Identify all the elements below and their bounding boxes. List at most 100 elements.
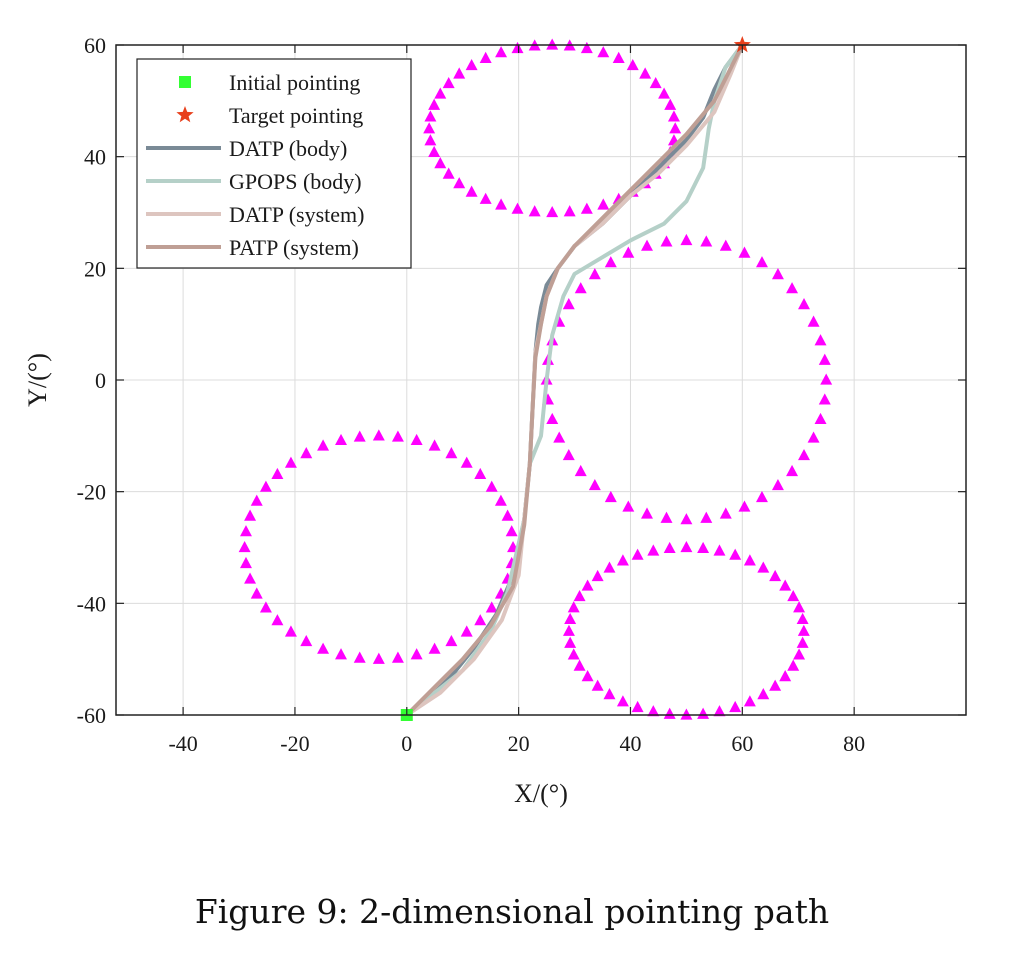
obstacle-marker — [460, 456, 473, 468]
obstacle-marker — [769, 569, 782, 582]
obstacle-marker — [546, 206, 559, 218]
obstacle-marker — [663, 541, 676, 554]
obstacle-marker — [428, 642, 441, 654]
obstacle-marker — [818, 393, 831, 405]
obstacle-marker — [567, 601, 580, 613]
obstacle-marker — [680, 541, 693, 553]
target-pointing-marker — [733, 36, 751, 53]
obstacle-marker — [511, 41, 524, 54]
obstacle-marker — [743, 695, 756, 707]
obstacle-marker — [238, 541, 251, 553]
obstacle-marker — [700, 235, 713, 247]
obstacle-marker — [697, 707, 710, 719]
obstacle-marker — [580, 202, 593, 214]
x-tick-label: 20 — [508, 731, 530, 756]
obstacle-marker — [240, 525, 252, 537]
obstacle-marker — [317, 439, 330, 451]
obstacle-marker — [796, 636, 809, 648]
obstacle-marker — [562, 448, 575, 461]
obstacle-marker — [495, 198, 508, 210]
obstacle-marker — [372, 429, 385, 441]
obstacle-marker — [335, 433, 347, 446]
obstacle-marker — [479, 51, 492, 63]
path-series — [404, 43, 745, 717]
obstacle-marker — [807, 431, 820, 443]
obstacle-marker — [738, 246, 751, 258]
obstacle-marker — [793, 648, 806, 660]
obstacle-marker — [663, 707, 676, 719]
obstacle-marker — [259, 480, 272, 492]
obstacle-marker — [669, 122, 682, 134]
obstacle-marker — [604, 490, 617, 503]
obstacle-marker — [755, 256, 768, 268]
obstacle-marker — [528, 205, 541, 217]
obstacle-marker — [591, 569, 604, 582]
x-axis-label: X/(°) — [514, 779, 568, 808]
obstacle-marker — [580, 41, 593, 54]
obstacle-marker — [787, 659, 800, 671]
obstacle-marker — [743, 554, 756, 566]
obstacle-marker — [807, 315, 820, 327]
legend: Initial pointing Target pointing DATP (bod… — [136, 58, 412, 269]
obstacle-marker — [798, 298, 810, 310]
y-tick-label: 40 — [84, 145, 106, 170]
obstacle-marker — [424, 110, 437, 122]
obstacle-marker — [300, 447, 313, 459]
obstacle-marker — [647, 705, 660, 717]
obstacle-marker — [442, 167, 455, 179]
obstacle-marker — [410, 648, 423, 660]
obstacle-marker — [680, 233, 693, 246]
obstacle-marker — [453, 177, 466, 189]
obstacle-marker — [755, 490, 768, 503]
obstacle-marker — [697, 541, 710, 554]
obstacle-marker — [680, 513, 693, 525]
obstacle-marker — [428, 98, 441, 110]
legend-label: GPOPS (body) — [229, 169, 362, 194]
x-tick-label: -40 — [168, 731, 197, 756]
obstacle-marker — [335, 648, 347, 660]
endpoint-markers — [400, 36, 751, 721]
obstacle-marker — [626, 58, 639, 71]
obstacle-marker — [511, 202, 524, 214]
y-tick-label: 0 — [95, 368, 106, 393]
obstacle-marker — [445, 447, 458, 459]
obstacle-marker — [622, 246, 635, 258]
obstacle-marker — [546, 412, 559, 425]
obstacle-marker — [798, 448, 810, 461]
obstacle-marker — [423, 122, 436, 134]
obstacle-marker — [317, 642, 330, 654]
obstacle-marker — [603, 688, 616, 700]
obstacle-markers — [238, 38, 833, 720]
x-tick-label: 40 — [619, 731, 641, 756]
obstacle-marker — [820, 373, 833, 385]
obstacle-marker — [757, 688, 770, 700]
obstacle-marker — [372, 652, 385, 664]
obstacle-marker — [796, 612, 809, 625]
y-tick-label: 20 — [84, 256, 106, 281]
obstacle-marker — [424, 134, 437, 146]
obstacle-marker — [271, 467, 284, 480]
obstacle-marker — [240, 556, 252, 569]
obstacle-marker — [442, 76, 455, 89]
obstacle-marker — [250, 494, 263, 506]
series-line — [404, 43, 745, 717]
obstacle-marker — [479, 192, 492, 204]
obstacle-marker — [434, 87, 447, 99]
obstacle-marker — [771, 268, 784, 280]
obstacle-marker — [300, 634, 313, 647]
obstacle-marker — [474, 467, 487, 480]
obstacle-marker — [729, 548, 742, 560]
obstacle-marker — [553, 431, 566, 443]
obstacle-marker — [588, 478, 601, 491]
obstacle-marker — [738, 500, 751, 512]
obstacle-marker — [410, 433, 423, 446]
obstacle-marker — [391, 651, 404, 663]
obstacle-marker — [779, 579, 792, 591]
obstacle-marker — [719, 507, 732, 519]
legend-label: PATP (system) — [229, 235, 359, 260]
obstacle-marker — [465, 185, 478, 197]
obstacle-marker — [353, 430, 366, 442]
x-tick-label: 0 — [401, 731, 412, 756]
obstacle-marker — [574, 464, 587, 477]
obstacle-marker — [641, 507, 653, 519]
